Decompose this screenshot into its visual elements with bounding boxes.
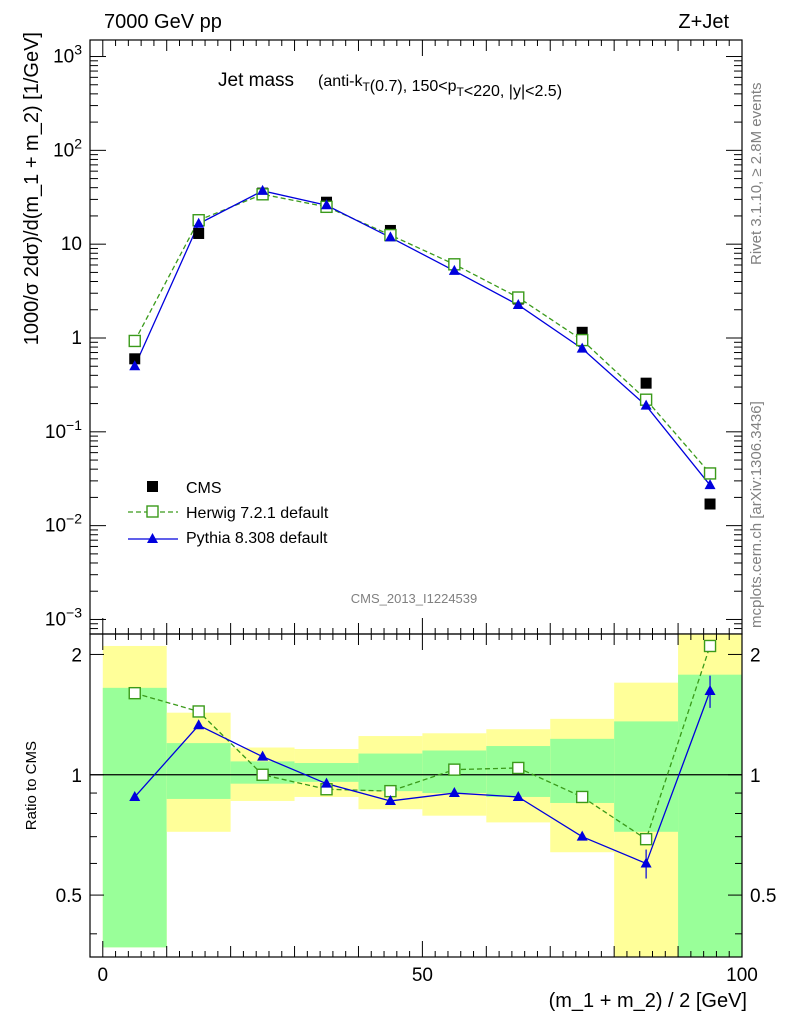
main-y-tick-label: 103 [53,42,82,68]
ratio-herwig-point [575,790,589,804]
ratio-herwig-point [703,639,717,653]
pythia-point [640,399,652,410]
ratio-band-green [678,674,742,957]
mcplots-label: mcplots.cern.ch [arXiv:1306.3436] [748,401,765,628]
pythia-point [193,217,205,228]
cms-data-point [640,377,652,389]
ratio-band-green [358,753,423,792]
ratio-band-green [102,687,167,948]
main-y-tick-label: 10 [61,234,82,255]
main-y-tick-label: 10−2 [45,511,82,537]
pythia-point [321,199,333,210]
herwig-point [128,334,141,348]
ratio-pythia-point [129,790,141,801]
ratio-herwig-point [128,686,141,700]
ratio-panel: 0 50 100 0.5 0.5 1 1 2 2 [56,633,776,986]
herwig-point [703,467,717,480]
cms-data-point [576,326,588,338]
main-y-axis-title: 1000/σ 2dσ)/d(m_1 + m_2) [1/GeV] [21,32,43,345]
ratio-herwig-point [192,705,205,718]
legend-marker-cms [147,481,158,492]
ratio-pythia-point [193,719,205,730]
ratio-herwig-point [512,761,525,775]
ratio-band-green [614,721,679,832]
ratio-y-tick-label: 0.5 [56,886,82,907]
ratio-plot-frame [89,633,743,958]
cms-data-point [129,353,141,365]
ratio-pythia-point [321,777,333,788]
legend-marker-herwig [146,505,159,518]
ratio-pythia-point [576,830,588,841]
cms-data-point [704,498,716,510]
ratio-herwig-point [639,832,653,846]
ratio-y-tick-label: 1 [71,766,82,787]
plot-title-main: Jet mass [218,70,294,91]
ratio-pythia-point [448,787,460,798]
legend-label-pythia: Pythia 8.308 default [186,530,328,547]
legend: CMS Herwig 7.2.1 default Pythia 8.308 de… [128,480,329,547]
x-tick-label: 100 [726,965,758,986]
legend-marker-pythia [147,533,158,543]
main-y-tick-label: 1 [71,328,82,349]
header-process-label: Z+Jet [678,11,729,33]
legend-label-cms: CMS [186,480,222,497]
pythia-point [448,264,460,275]
pythia-point [257,184,269,195]
main-panel: 10−3 10−2 10−1 1 10 102 103 [45,39,743,635]
ratio-line-pythia [134,690,711,865]
ratio-herwig-point [448,763,461,776]
x-tick-label: 50 [412,965,433,986]
ratio-band-green [166,743,231,799]
ratio-y-tick-label-right: 0.5 [750,886,776,907]
main-y-tick-label: 10−1 [45,417,82,443]
x-tick-label: 0 [97,965,108,986]
pythia-point [384,231,396,242]
ratio-y-tick-label: 2 [71,645,82,666]
x-axis-title: (m_1 + m_2) / 2 [GeV] [549,990,747,1012]
pythia-point [704,479,716,490]
plot-title-subtitle: (anti-kT(0.7), 150<pT<220, |y|<2.5) [318,73,562,100]
main-y-tick-label: 102 [53,135,82,161]
ratio-pythia-point [512,790,524,801]
analysis-label: CMS_2013_I1224539 [351,591,478,606]
ratio-y-tick-label-right: 1 [750,766,761,787]
series-line-pythia [134,190,711,486]
ratio-y-axis-title: Ratio to CMS [23,741,40,830]
cms-data-point [193,227,205,239]
ratio-herwig-point [256,768,269,781]
plot-title: Jet mass [218,70,294,91]
ratio-y-tick-label-right: 2 [750,645,761,666]
pythia-point [576,342,588,353]
pythia-point [129,360,141,371]
ratio-pythia-point [257,750,269,761]
ratio-pythia-point [384,794,396,805]
series-line-herwig [134,193,711,474]
legend-label-herwig: Herwig 7.2.1 default [186,505,329,522]
main-y-tick-label: 10−3 [45,604,82,630]
rivet-version-label: Rivet 3.1.10, ≥ 2.8M events [748,83,765,266]
header-energy-label: 7000 GeV pp [104,11,222,33]
pythia-point [512,298,524,309]
